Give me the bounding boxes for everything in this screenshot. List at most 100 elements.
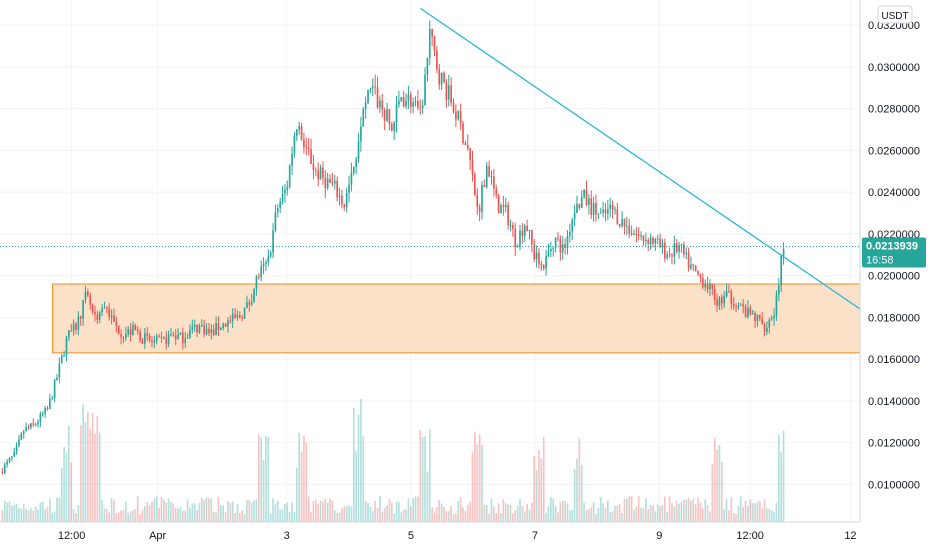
candle-body [63, 355, 65, 357]
candle-body [196, 324, 198, 333]
candle-body [79, 316, 82, 319]
volume-bar [459, 497, 462, 522]
candle-body [46, 408, 49, 410]
candle-body [547, 251, 550, 256]
y-tick-label: 0.0140000 [868, 396, 920, 408]
candle-body [139, 331, 141, 341]
x-tick-label: 12:00 [736, 530, 764, 542]
candle-body [626, 225, 628, 227]
candle-body [127, 328, 130, 334]
volume-bar [170, 501, 172, 522]
volume-bar [125, 501, 127, 522]
candle-body [8, 458, 11, 462]
candle-body [538, 252, 540, 265]
candle-body [661, 242, 664, 248]
volume-bar [455, 513, 457, 522]
candle-body [300, 126, 303, 140]
candle-body [1, 471, 4, 474]
candle-body [167, 334, 170, 345]
volume-bar [711, 464, 714, 522]
candle-body [388, 109, 391, 125]
candle-body [483, 184, 486, 188]
candle-body [459, 111, 462, 124]
candle-body [725, 291, 728, 297]
candle-body [222, 323, 225, 329]
volume-bar [578, 438, 581, 522]
candle-body [756, 314, 759, 322]
volume-bar [167, 498, 170, 522]
candle-body [450, 85, 452, 103]
candle-body [398, 100, 400, 105]
volume-bar [336, 513, 338, 522]
volume-bar [181, 510, 184, 522]
candle-body [664, 242, 666, 259]
candle-body [590, 198, 593, 216]
candle-body [578, 203, 581, 208]
candle-body [312, 163, 315, 170]
volume-bar [542, 436, 545, 522]
volume-bar [84, 422, 87, 522]
volume-bar [305, 442, 308, 522]
candle-body [466, 144, 469, 149]
candle-body [3, 464, 6, 474]
volume-bar [39, 502, 42, 522]
candle-body [728, 291, 730, 293]
candle-body [186, 337, 189, 339]
candle-body [386, 109, 388, 121]
candle-body [298, 126, 301, 130]
price-axis[interactable]: 0.0100000 0.0120000 0.0140000 0.0160000 0.01… [868, 0, 920, 491]
trendline[interactable] [420, 7, 861, 310]
volume-bar [274, 503, 277, 522]
candle-body [704, 284, 707, 288]
volume-bar [338, 512, 341, 522]
volume-bar [390, 502, 393, 522]
volume-bar [649, 504, 652, 522]
candle-body [82, 300, 84, 319]
candle-body [248, 302, 251, 305]
volume-bar [25, 509, 27, 522]
candle-body [103, 307, 106, 309]
volume-bar [253, 500, 255, 522]
volume-bar [46, 506, 49, 522]
volume-bar [27, 510, 30, 522]
volume-bar [136, 496, 139, 522]
volume-bar [466, 504, 469, 522]
candle-body [246, 302, 248, 309]
volume-bar [462, 507, 464, 522]
volume-bar [53, 511, 56, 522]
candle-body [763, 323, 766, 332]
volume-bar [457, 500, 460, 522]
candle-body [542, 265, 545, 269]
volume-bar [528, 509, 531, 522]
volume-bar [469, 501, 471, 522]
candle-body [585, 189, 588, 205]
candle-body [495, 188, 498, 195]
candle-body [737, 305, 740, 308]
volume-bar [165, 502, 168, 522]
candle-body [417, 101, 419, 108]
volume-bar [18, 507, 20, 522]
candle-body [65, 337, 68, 356]
unit-badge[interactable]: USDT [877, 5, 913, 24]
candle-body [367, 89, 369, 103]
volume-bar [751, 503, 754, 522]
candle-body [101, 308, 103, 313]
candle-body [60, 355, 63, 364]
candle-body [174, 335, 177, 340]
volume-bar [348, 505, 350, 522]
candle-body [393, 122, 395, 131]
trendline-segment[interactable] [420, 7, 861, 310]
volume-bar [777, 434, 780, 522]
volume-bar [20, 508, 23, 522]
time-axis[interactable]: 12:00 Apr 3 5 7 9 12:00 12 [58, 530, 857, 542]
volume-bar [362, 435, 365, 522]
volume-bar [68, 425, 70, 522]
volume-bar [172, 503, 175, 522]
candle-body [257, 276, 260, 278]
volume-bar [376, 507, 379, 522]
volume-bar [58, 497, 61, 522]
candle-body [51, 398, 54, 400]
candle-body [238, 315, 241, 318]
volume-bar [345, 506, 348, 522]
